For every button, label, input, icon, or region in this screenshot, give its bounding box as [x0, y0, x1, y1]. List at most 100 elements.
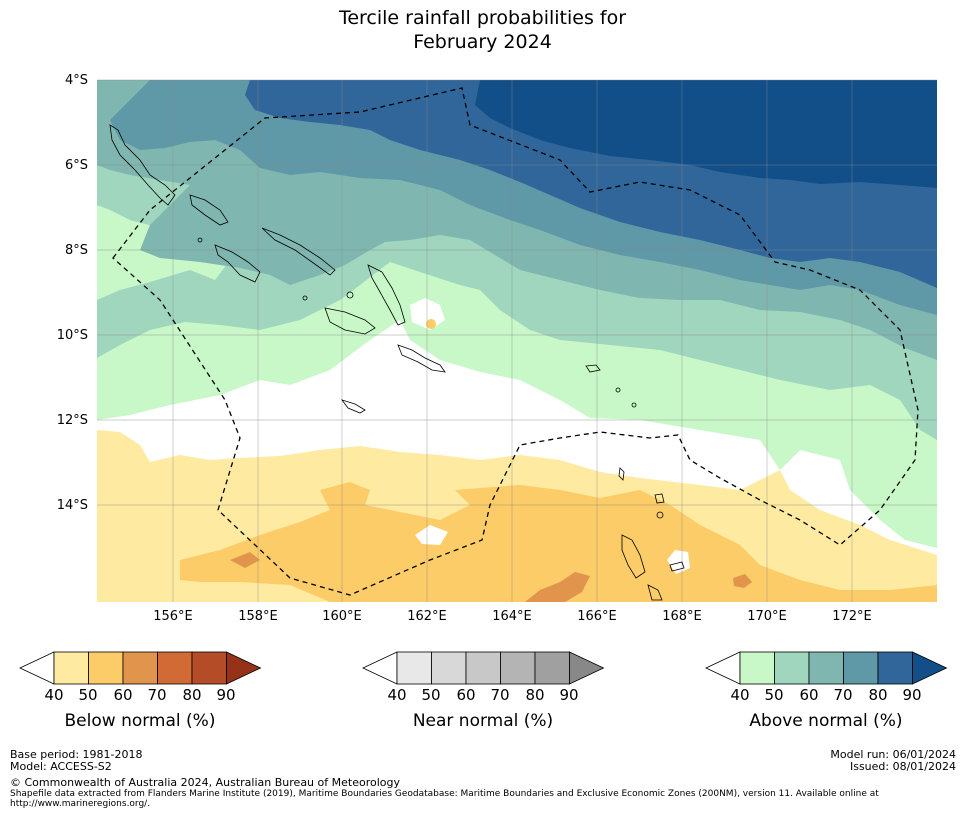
islet-e	[631, 402, 637, 408]
colorbar-below-normal	[19, 651, 262, 685]
colorbar-under-triangle	[705, 651, 741, 685]
colorbar-swatch	[808, 651, 844, 685]
colorbar-swatch	[191, 651, 227, 685]
colorbar-swatch	[500, 651, 536, 685]
lat-label-12s: 12°S	[56, 413, 88, 428]
field-below-spot	[426, 319, 436, 329]
islet-a	[197, 237, 203, 243]
cbar-below-tick: 50	[78, 686, 98, 704]
issued-date: Issued: 08/01/2024	[849, 760, 956, 773]
base-period: Base period: 1981-2018	[10, 748, 143, 761]
colorbar-swatch	[774, 651, 810, 685]
island-malekula	[647, 584, 663, 601]
lat-label-6s: 6°S	[64, 158, 88, 173]
map-title: Tercile rainfall probabilities for Febru…	[0, 6, 965, 54]
cbar-above-tick: 80	[868, 686, 888, 704]
island-rennell	[340, 399, 366, 414]
island-bougainville	[109, 124, 176, 206]
island-espiritu-santo	[621, 534, 646, 579]
colorbar-near-normal	[362, 651, 605, 685]
cbar-below-tick: 60	[113, 686, 133, 704]
colorbar-over-triangle	[912, 651, 948, 685]
cbar-near-tick: 80	[525, 686, 545, 704]
lon-label-166e: 166°E	[577, 609, 617, 624]
shapefile-credit: Shapefile data extracted from Flanders M…	[10, 789, 940, 809]
field-below-50	[180, 482, 937, 602]
cbar-near-tick: 50	[421, 686, 441, 704]
footer-right: Model run: 06/01/2024 Issued: 08/01/2024	[830, 749, 956, 773]
model-name: Model: ACCESS-S2	[10, 760, 112, 773]
lat-label-10s: 10°S	[56, 328, 88, 343]
cbar-above-tick: 40	[730, 686, 750, 704]
cbar-above-tick: 90	[902, 686, 922, 704]
lat-label-8s: 8°S	[64, 243, 88, 258]
cbar-below-tick: 70	[147, 686, 167, 704]
cbar-below-tick: 90	[216, 686, 236, 704]
colorbar-above-title: Above normal (%)	[749, 711, 903, 731]
eez-boundary-solomon	[112, 87, 919, 596]
cbar-above-tick: 70	[833, 686, 853, 704]
colorbar-swatch	[739, 651, 775, 685]
lon-label-158e: 158°E	[238, 609, 278, 624]
colorbar-swatch	[843, 651, 879, 685]
model-run: Model run: 06/01/2024	[830, 748, 956, 761]
shapefile-line-1: Shapefile data extracted from Flanders M…	[10, 789, 879, 799]
island-banks	[654, 493, 665, 504]
colorbar-below-title: Below normal (%)	[64, 711, 216, 731]
island-guadalcanal	[324, 307, 376, 335]
lon-label-160e: 160°E	[322, 609, 362, 624]
islet-c	[346, 291, 354, 299]
islet-f	[656, 511, 664, 519]
field-near-hole-c	[410, 298, 445, 330]
island-malaita	[367, 264, 406, 326]
colorbar-above-normal	[705, 651, 948, 685]
lon-label-164e: 164°E	[492, 609, 532, 624]
lat-label-4s: 4°S	[64, 73, 88, 88]
colorbar-swatch	[465, 651, 501, 685]
island-santa-isabel	[261, 227, 336, 276]
cbar-below-tick: 40	[44, 686, 64, 704]
cbar-near-tick: 90	[559, 686, 579, 704]
lon-label-172e: 172°E	[832, 609, 872, 624]
colorbar-swatch	[157, 651, 193, 685]
title-line-2: February 2024	[413, 31, 552, 53]
cbar-near-tick: 60	[456, 686, 476, 704]
cbar-near-tick: 70	[490, 686, 510, 704]
colorbar-swatch	[877, 651, 913, 685]
lon-label-156e: 156°E	[153, 609, 193, 624]
cbar-above-tick: 50	[764, 686, 784, 704]
lon-label-168e: 168°E	[662, 609, 702, 624]
colorbar-near-title: Near normal (%)	[412, 711, 554, 731]
cbar-near-tick: 40	[387, 686, 407, 704]
colorbar-over-triangle	[569, 651, 605, 685]
islet-d	[615, 387, 621, 393]
colorbar-under-triangle	[362, 651, 398, 685]
footer-left: Base period: 1981-2018 Model: ACCESS-S2	[10, 749, 142, 773]
island-choiseul	[189, 194, 229, 226]
colorbar-swatch	[534, 651, 570, 685]
lon-label-162e: 162°E	[407, 609, 447, 624]
islet-b	[302, 295, 308, 301]
lon-label-170e: 170°E	[747, 609, 787, 624]
field-above-90	[475, 80, 937, 188]
colorbar-swatch	[122, 651, 158, 685]
colorbar-under-triangle	[19, 651, 55, 685]
shapefile-line-2: http://www.marineregions.org/.	[10, 799, 151, 809]
colorbar-over-triangle	[226, 651, 262, 685]
lat-label-14s: 14°S	[56, 498, 88, 513]
gridlines	[97, 79, 937, 602]
field-below-60-a	[525, 572, 590, 602]
island-torres	[618, 467, 625, 481]
island-santa-cruz	[585, 364, 601, 373]
colorbar-swatch	[53, 651, 89, 685]
field-below-60-b	[733, 574, 752, 588]
copyright: © Commonwealth of Australia 2024, Austra…	[10, 776, 400, 789]
cbar-below-tick: 80	[182, 686, 202, 704]
title-line-1: Tercile rainfall probabilities for	[338, 7, 627, 29]
island-ambae	[669, 561, 685, 572]
colorbar-swatch	[431, 651, 467, 685]
island-makira	[397, 344, 446, 373]
field-near-hole-a	[415, 525, 448, 545]
field-below-60-c	[230, 552, 260, 568]
